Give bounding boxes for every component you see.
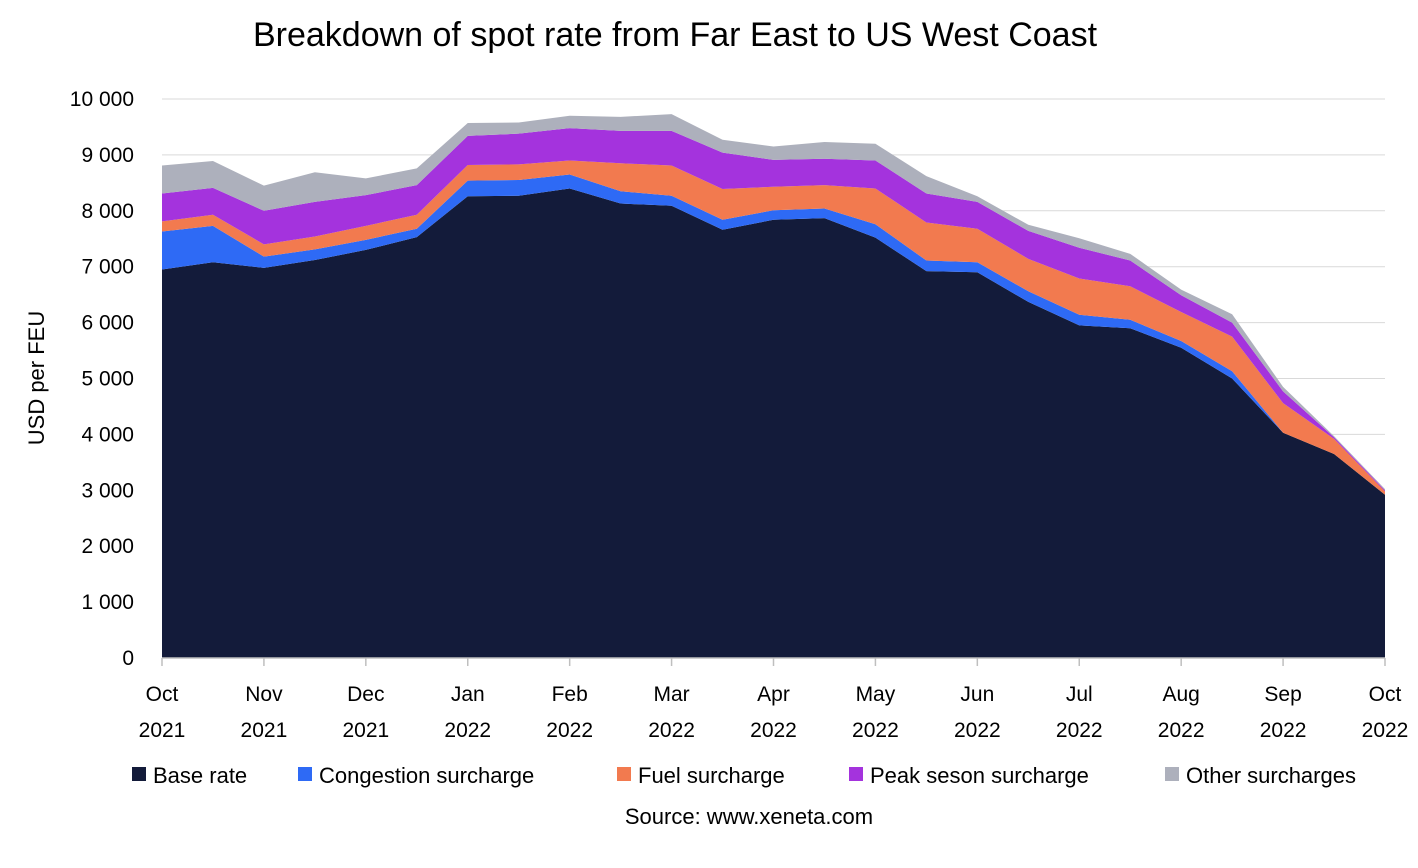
x-tick-year: 2022: [954, 719, 1001, 742]
x-tick-year: 2022: [444, 719, 491, 742]
y-tick-label: 3 000: [81, 479, 134, 502]
x-tick-month: Aug: [1162, 683, 1199, 706]
x-tick-month: Apr: [757, 683, 790, 706]
legend-label-peak-seson-surcharge: Peak seson surcharge: [870, 763, 1089, 788]
x-tick-year: 2021: [139, 719, 186, 742]
y-tick-label: 0: [122, 647, 134, 670]
legend-swatch-other-surcharges: [1165, 767, 1179, 781]
stacked-areas: [162, 114, 1385, 658]
x-axis-ticks: Oct 2021 Nov 2021 Dec 2021 Jan 2022 Feb 2022 Mar 20…: [139, 683, 1409, 742]
legend-label-base-rate: Base rate: [153, 763, 247, 788]
x-tick-month: May: [856, 683, 896, 706]
x-tick-month: Mar: [653, 683, 689, 706]
x-tick-year: 2022: [1362, 719, 1409, 742]
legend-swatch-peak-seson-surcharge: [849, 767, 863, 781]
y-tick-label: 5 000: [81, 368, 134, 391]
y-tick-label: 4 000: [81, 423, 134, 446]
y-axis-ticks: 0 1 000 2 000 3 000 4 000 5 000 6 000 7 000 8 00…: [70, 88, 134, 670]
x-tick-year: 2022: [648, 719, 695, 742]
y-tick-label: 10 000: [70, 88, 134, 111]
x-tick-year: 2022: [1056, 719, 1103, 742]
x-tick-year: 2022: [1158, 719, 1205, 742]
y-axis-label: USD per FEU: [24, 311, 49, 445]
y-tick-label: 2 000: [81, 535, 134, 558]
x-tick-year: 2022: [852, 719, 899, 742]
x-axis: [161, 657, 1386, 666]
x-tick-month: Dec: [347, 683, 384, 706]
legend-swatch-congestion-surcharge: [298, 767, 312, 781]
area-base-rate: [162, 188, 1385, 658]
x-tick-month: Oct: [146, 683, 179, 706]
y-tick-label: 7 000: [81, 256, 134, 279]
y-tick-label: 8 000: [81, 200, 134, 223]
y-tick-label: 1 000: [81, 591, 134, 614]
x-tick-year: 2022: [750, 719, 797, 742]
legend-label-congestion-surcharge: Congestion surcharge: [319, 763, 534, 788]
legend-swatch-fuel-surcharge: [617, 767, 631, 781]
legend-label-other-surcharges: Other surcharges: [1186, 763, 1356, 788]
y-tick-label: 6 000: [81, 312, 134, 335]
x-tick-year: 2022: [1260, 719, 1307, 742]
x-tick-month: Jun: [960, 683, 994, 706]
x-tick-year: 2021: [241, 719, 288, 742]
x-tick-month: Jan: [451, 683, 485, 706]
legend-label-fuel-surcharge: Fuel surcharge: [638, 763, 785, 788]
x-tick-month: Sep: [1264, 683, 1301, 706]
x-tick-month: Oct: [1369, 683, 1402, 706]
x-tick-year: 2022: [546, 719, 593, 742]
x-tick-month: Feb: [552, 683, 588, 706]
x-tick-month: Jul: [1066, 683, 1093, 706]
y-tick-label: 9 000: [81, 144, 134, 167]
legend-swatch-base-rate: [132, 767, 146, 781]
source-note: Source: www.xeneta.com: [625, 804, 873, 829]
x-tick-year: 2021: [342, 719, 389, 742]
chart-title: Breakdown of spot rate from Far East to …: [253, 16, 1098, 54]
x-tick-month: Nov: [245, 683, 283, 706]
legend: Base rate Congestion surcharge Fuel surcha…: [132, 763, 1356, 788]
